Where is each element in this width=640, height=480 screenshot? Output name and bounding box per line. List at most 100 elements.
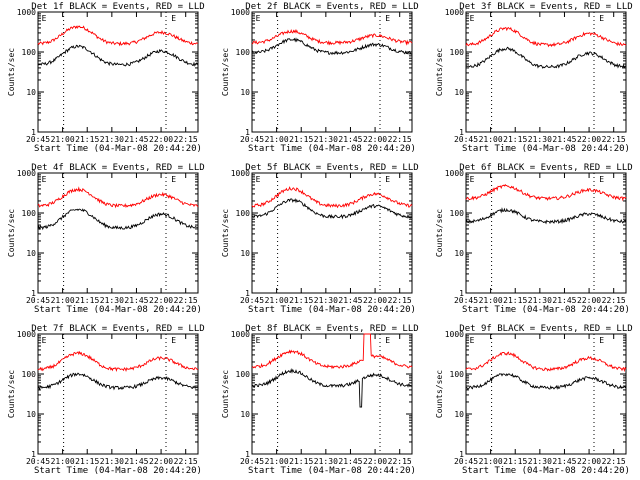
x-tick-label: 22:15 bbox=[602, 135, 626, 144]
y-tick-label: 10 bbox=[26, 410, 36, 419]
y-tick-label: 1000 bbox=[445, 330, 464, 339]
x-tick-label: 21:00 bbox=[51, 457, 75, 466]
chart-title: Det 7f BLACK = Events, RED = LLD bbox=[31, 324, 204, 334]
chart-panel-4: Det 4f BLACK = Events, RED = LLD 1 10 100 10… bbox=[7, 163, 205, 315]
x-tick-label: 20:45 bbox=[240, 135, 264, 144]
eclipse-marker: E bbox=[256, 175, 261, 184]
y-tick-label: 100 bbox=[236, 209, 251, 218]
eclipse-marker: E bbox=[42, 175, 47, 184]
lld-series-line bbox=[251, 29, 413, 46]
x-axis-label: Start Time (04-Mar-08 20:44:20) bbox=[248, 305, 416, 315]
x-tick-label: 22:15 bbox=[388, 457, 412, 466]
x-tick-label: 21:00 bbox=[479, 457, 503, 466]
eclipse-marker: E bbox=[42, 14, 47, 23]
x-axis-label: Start Time (04-Mar-08 20:44:20) bbox=[462, 466, 630, 476]
events-series-line bbox=[465, 46, 627, 70]
x-tick-label: 21:45 bbox=[552, 135, 576, 144]
x-tick-label: 22:00 bbox=[149, 135, 173, 144]
x-tick-label: 21:45 bbox=[124, 296, 148, 305]
y-tick-label: 1000 bbox=[17, 330, 36, 339]
chart-title: Det 9f BLACK = Events, RED = LLD bbox=[459, 324, 632, 334]
x-tick-label: 21:15 bbox=[289, 296, 313, 305]
x-tick-label: 22:15 bbox=[388, 135, 412, 144]
chart-panel-3: Det 3f BLACK = Events, RED = LLD 1 10 100 10… bbox=[435, 2, 633, 154]
plot-frame bbox=[37, 172, 199, 294]
eclipse-marker: E bbox=[385, 336, 390, 345]
y-tick-label: 1 bbox=[31, 128, 36, 137]
chart-title: Det 5f BLACK = Events, RED = LLD bbox=[245, 163, 418, 173]
x-axis-label: Start Time (04-Mar-08 20:44:20) bbox=[248, 144, 416, 154]
lld-series-line bbox=[37, 25, 199, 47]
y-tick-label: 1 bbox=[459, 289, 464, 298]
chart-panel-6: Det 6f BLACK = Events, RED = LLD 1 10 100 10… bbox=[435, 163, 633, 315]
y-tick-label: 1000 bbox=[17, 8, 36, 17]
x-tick-label: 22:15 bbox=[174, 135, 198, 144]
events-series-line bbox=[465, 373, 627, 390]
y-tick-label: 1000 bbox=[231, 330, 250, 339]
events-series-line bbox=[251, 37, 413, 56]
x-tick-label: 20:45 bbox=[240, 457, 264, 466]
x-tick-label: 21:45 bbox=[552, 296, 576, 305]
x-tick-label: 21:30 bbox=[528, 296, 552, 305]
y-tick-label: 1 bbox=[245, 289, 250, 298]
eclipse-marker: E bbox=[470, 336, 475, 345]
x-tick-label: 21:30 bbox=[100, 296, 124, 305]
y-tick-label: 1 bbox=[31, 450, 36, 459]
lld-series-line bbox=[251, 186, 413, 209]
y-tick-label: 10 bbox=[26, 88, 36, 97]
x-axis-label: Start Time (04-Mar-08 20:44:20) bbox=[34, 144, 202, 154]
chart-title: Det 8f BLACK = Events, RED = LLD bbox=[245, 324, 418, 334]
eclipse-marker: E bbox=[256, 14, 261, 23]
events-series-line bbox=[251, 198, 413, 220]
x-tick-label: 20:45 bbox=[26, 457, 50, 466]
eclipse-marker: E bbox=[599, 175, 604, 184]
chart-panel-5: Det 5f BLACK = Events, RED = LLD 1 10 100 10… bbox=[221, 163, 419, 315]
plot-frame bbox=[251, 333, 413, 455]
eclipse-marker: E bbox=[599, 14, 604, 23]
events-series-line bbox=[37, 372, 199, 391]
x-tick-label: 21:15 bbox=[289, 457, 313, 466]
chart-title: Det 3f BLACK = Events, RED = LLD bbox=[459, 2, 632, 12]
y-tick-label: 100 bbox=[236, 370, 251, 379]
x-tick-label: 21:15 bbox=[289, 135, 313, 144]
x-tick-label: 22:00 bbox=[363, 296, 387, 305]
x-axis-label: Start Time (04-Mar-08 20:44:20) bbox=[248, 466, 416, 476]
chart-title: Det 2f BLACK = Events, RED = LLD bbox=[245, 2, 418, 12]
eclipse-marker: E bbox=[42, 336, 47, 345]
y-axis-label: Counts/sec bbox=[221, 209, 230, 257]
eclipse-marker: E bbox=[385, 175, 390, 184]
x-tick-label: 22:15 bbox=[174, 296, 198, 305]
x-tick-label: 21:30 bbox=[528, 135, 552, 144]
x-tick-label: 21:30 bbox=[314, 296, 338, 305]
plot-frame bbox=[465, 11, 627, 133]
y-tick-label: 100 bbox=[450, 209, 465, 218]
y-tick-label: 1 bbox=[459, 128, 464, 137]
x-tick-label: 22:00 bbox=[149, 296, 173, 305]
y-tick-label: 10 bbox=[240, 88, 250, 97]
x-tick-label: 21:45 bbox=[552, 457, 576, 466]
y-tick-label: 100 bbox=[22, 48, 37, 57]
y-tick-label: 10 bbox=[454, 410, 464, 419]
y-tick-label: 100 bbox=[450, 48, 465, 57]
y-axis-label: Counts/sec bbox=[221, 48, 230, 96]
events-series-line bbox=[465, 207, 627, 225]
y-tick-label: 1000 bbox=[445, 8, 464, 17]
x-tick-label: 22:15 bbox=[602, 457, 626, 466]
x-tick-label: 20:45 bbox=[26, 296, 50, 305]
y-axis-label: Counts/sec bbox=[435, 48, 444, 96]
y-axis-label: Counts/sec bbox=[7, 48, 16, 96]
chart-title: Det 4f BLACK = Events, RED = LLD bbox=[31, 163, 204, 173]
eclipse-marker: E bbox=[599, 336, 604, 345]
plot-frame bbox=[465, 333, 627, 455]
chart-panel-8: Det 8f BLACK = Events, RED = LLD 1 10 100 10… bbox=[221, 324, 419, 476]
y-tick-label: 1 bbox=[245, 450, 250, 459]
y-tick-label: 10 bbox=[454, 88, 464, 97]
x-tick-label: 21:45 bbox=[338, 296, 362, 305]
x-tick-label: 22:00 bbox=[577, 296, 601, 305]
x-tick-label: 22:15 bbox=[602, 296, 626, 305]
eclipse-marker: E bbox=[385, 14, 390, 23]
eclipse-marker: E bbox=[171, 175, 176, 184]
x-tick-label: 21:15 bbox=[503, 135, 527, 144]
x-tick-label: 21:00 bbox=[479, 135, 503, 144]
